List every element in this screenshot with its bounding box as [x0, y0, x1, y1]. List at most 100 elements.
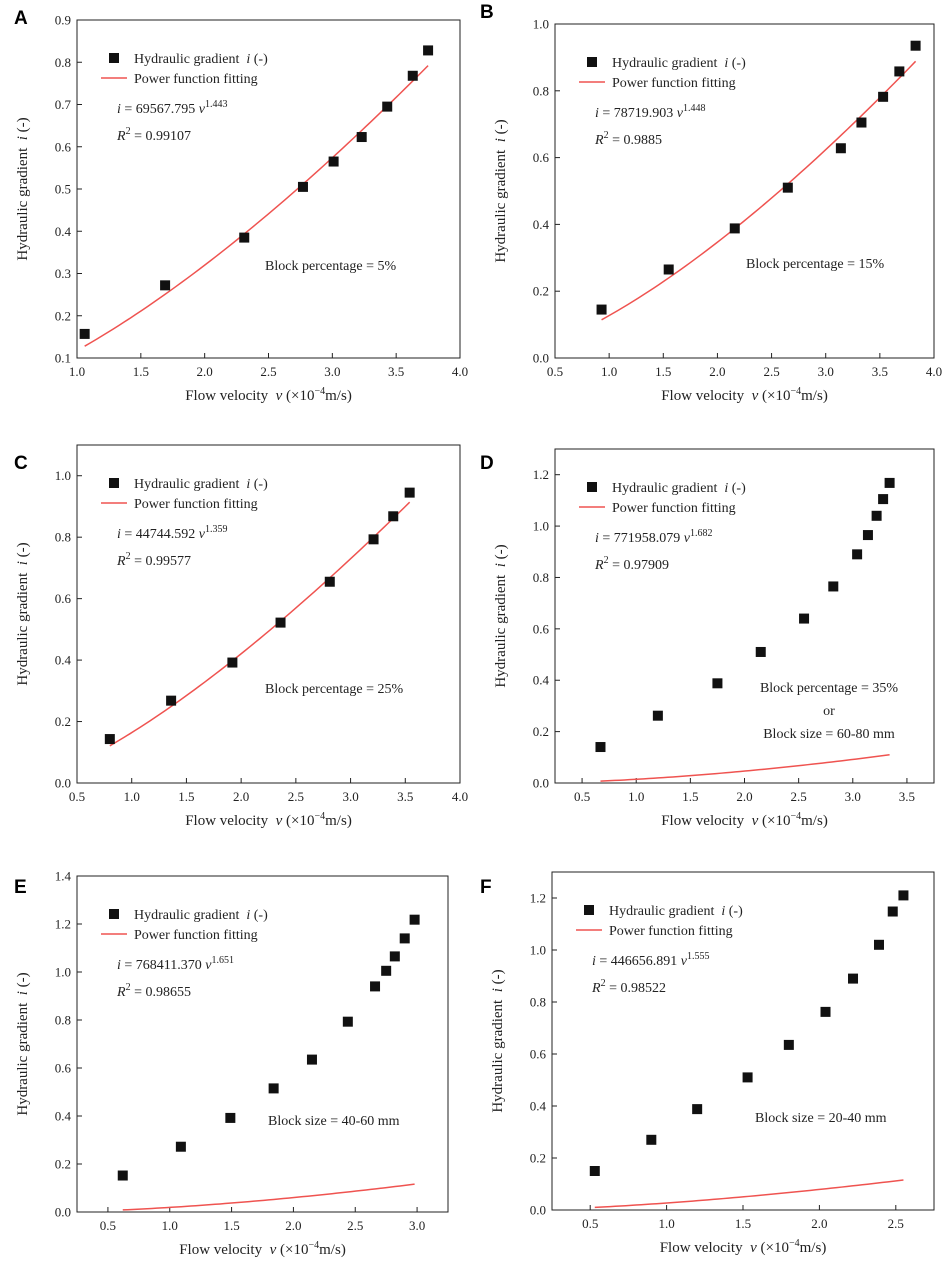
data-point	[871, 510, 882, 521]
r-squared: R2 = 0.97909	[594, 555, 669, 573]
chart-panel-d: D 0.5 1.0 1.5 2.0 2.5 3.0 3.5 0.0 0.2 0.4 0.6 0.8 1.0…	[480, 448, 935, 829]
data-point	[104, 734, 115, 745]
x-tick-label: 0.5	[547, 364, 563, 379]
y-tick-label: 0.4	[55, 1109, 72, 1124]
data-point	[820, 1006, 831, 1017]
y-axis-label: Hydraulic gradient i (-)	[490, 969, 506, 1112]
x-tick-label: 3.5	[397, 789, 413, 804]
data-point	[663, 264, 674, 275]
panel-letter: D	[480, 453, 494, 474]
x-tick-label: 2.0	[197, 364, 213, 379]
y-tick-label: 0.0	[55, 1205, 71, 1220]
data-point	[910, 40, 921, 51]
data-point	[404, 487, 415, 498]
fit-equation: i = 771958.079 v1.682	[595, 528, 713, 546]
x-axis-label: Flow velocity v (×10−4m/s)	[185, 811, 352, 829]
legend-fit-label: Power function fitting	[612, 501, 736, 516]
data-point	[356, 132, 367, 143]
legend-marker-label: Hydraulic gradient i (-)	[134, 477, 268, 492]
plot-frame	[76, 19, 461, 359]
data-point	[856, 117, 867, 128]
data-point	[399, 933, 410, 944]
data-point	[117, 1170, 128, 1181]
y-axis-label: Hydraulic gradient i (-)	[15, 972, 31, 1115]
data-point	[268, 1083, 279, 1094]
x-tick-label: 4.0	[926, 364, 942, 379]
x-tick-label: 0.5	[574, 789, 590, 804]
data-point	[595, 742, 606, 753]
r-squared: R2 = 0.99107	[116, 126, 191, 144]
annotation-text: Block percentage = 25%	[265, 682, 403, 697]
data-point	[382, 101, 393, 112]
x-tick-label: 1.5	[178, 789, 194, 804]
x-tick-label: 2.0	[285, 1218, 301, 1233]
data-point	[799, 613, 810, 624]
fit-curve	[601, 60, 917, 321]
fit-equation: i = 446656.891 v1.555	[592, 951, 710, 969]
legend-marker-label: Hydraulic gradient i (-)	[609, 904, 743, 919]
data-point	[898, 890, 909, 901]
y-tick-label: 1.4	[55, 869, 72, 884]
y-tick-label: 1.0	[533, 519, 549, 534]
y-tick-label: 0.9	[55, 13, 71, 28]
x-tick-label: 1.5	[133, 364, 149, 379]
data-point	[862, 530, 873, 541]
y-tick-label: 1.2	[530, 891, 546, 906]
y-tick-label: 0.8	[55, 1013, 71, 1028]
chart-panel-a: A 1.0 1.5 2.0 2.5 3.0 3.5 4.0 0.1 0.2 0.3 0.4 0.5 0.6…	[14, 8, 468, 404]
y-tick-label: 1.0	[55, 965, 71, 980]
fit-curve	[84, 65, 429, 347]
data-point	[894, 66, 905, 77]
chart-panel-b: B 0.5 1.0 1.5 2.0 2.5 3.0 3.5 4.0 0.0 0.2 0.4 0.6 0.8…	[480, 2, 942, 404]
data-point	[646, 1134, 657, 1145]
data-point	[596, 304, 607, 315]
data-point	[175, 1141, 186, 1152]
data-point	[370, 981, 381, 992]
x-tick-label: 2.0	[736, 789, 752, 804]
x-tick-label: 2.0	[233, 789, 249, 804]
y-tick-label: 0.6	[55, 1061, 72, 1076]
x-tick-label: 0.5	[100, 1218, 116, 1233]
data-point	[239, 232, 250, 243]
x-axis-label: Flow velocity v (×10−4m/s)	[179, 1240, 346, 1258]
plot-frame	[551, 871, 935, 1211]
data-point	[848, 973, 859, 984]
data-point	[275, 617, 286, 628]
x-tick-label: 2.0	[811, 1216, 827, 1231]
x-tick-label: 3.0	[818, 364, 834, 379]
data-point	[407, 70, 418, 81]
x-tick-label: 1.5	[682, 789, 698, 804]
data-point	[388, 511, 399, 522]
fit-curve	[594, 1179, 904, 1209]
y-tick-label: 1.0	[530, 943, 546, 958]
x-tick-label: 2.0	[709, 364, 725, 379]
fit-equation: i = 69567.795 v1.443	[117, 99, 228, 117]
x-axis-label: Flow velocity v (×10−4m/s)	[661, 386, 828, 404]
y-tick-label: 0.8	[533, 83, 549, 98]
y-tick-label: 0.4	[533, 673, 550, 688]
x-tick-label: 4.0	[452, 789, 468, 804]
data-point	[652, 710, 663, 721]
plot-frame	[76, 444, 461, 784]
data-point	[884, 477, 895, 488]
x-tick-label: 1.0	[628, 789, 644, 804]
y-tick-label: 0.0	[533, 776, 549, 791]
x-tick-label: 2.5	[288, 789, 304, 804]
data-point	[328, 156, 339, 167]
panel-letter: F	[480, 877, 492, 898]
data-point	[742, 1072, 753, 1083]
x-tick-label: 3.5	[872, 364, 888, 379]
panel-letter: B	[480, 2, 494, 23]
x-tick-label: 1.5	[655, 364, 671, 379]
data-point	[755, 646, 766, 657]
data-point	[368, 534, 379, 545]
x-tick-label: 3.0	[845, 789, 861, 804]
data-point	[306, 1054, 317, 1065]
y-tick-label: 0.8	[530, 995, 546, 1010]
x-tick-label: 1.0	[124, 789, 140, 804]
y-tick-label: 1.0	[533, 17, 549, 32]
x-tick-label: 3.5	[388, 364, 404, 379]
x-tick-label: 1.0	[601, 364, 617, 379]
data-point	[852, 549, 863, 560]
